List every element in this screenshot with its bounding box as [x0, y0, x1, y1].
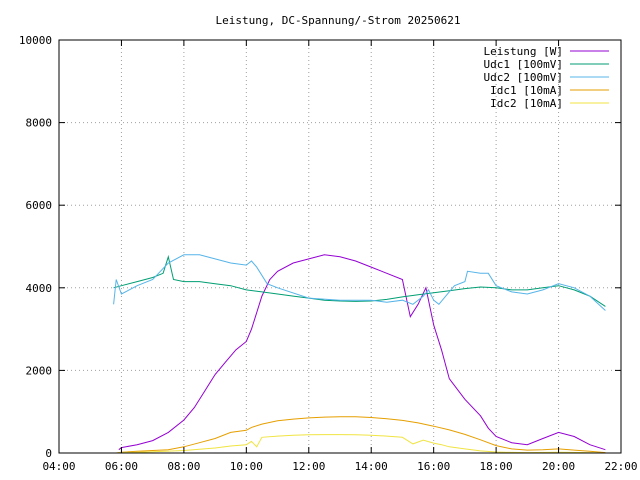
y-tick-label: 8000 — [26, 117, 53, 130]
x-tick-label: 16:00 — [417, 460, 450, 473]
legend-label: Leistung [W] — [484, 45, 563, 58]
x-tick-label: 10:00 — [230, 460, 263, 473]
plot-frame — [58, 39, 622, 454]
legend-label: Idc1 [10mA] — [490, 84, 563, 97]
series-line-4 — [116, 416, 606, 454]
legend-label: Udc2 [100mV] — [484, 71, 563, 84]
y-tick-label: 4000 — [26, 282, 53, 295]
x-tick-label: 12:00 — [292, 460, 325, 473]
plot-series — [113, 254, 606, 454]
y-tick-label: 2000 — [26, 364, 53, 377]
y-tick-label: 0 — [45, 447, 52, 460]
legend: Leistung [W]Udc1 [100mV]Udc2 [100mV]Idc1… — [484, 45, 609, 110]
y-tick-label: 10000 — [19, 34, 52, 47]
x-tick-label: 22:00 — [604, 460, 637, 473]
x-tick-label: 18:00 — [480, 460, 513, 473]
x-tick-label: 20:00 — [542, 460, 575, 473]
x-tick-label: 04:00 — [42, 460, 75, 473]
legend-label: Udc1 [100mV] — [484, 58, 563, 71]
x-tick-label: 08:00 — [167, 460, 200, 473]
legend-label: Idc2 [10mA] — [490, 97, 563, 110]
series-line-2 — [113, 254, 606, 307]
chart-title: Leistung, DC-Spannung/-Strom 20250621 — [215, 14, 460, 27]
y-tick-label: 6000 — [26, 199, 53, 212]
series-line-1 — [118, 254, 606, 451]
x-tick-label: 14:00 — [355, 460, 388, 473]
series-line-3 — [113, 254, 606, 311]
grid — [59, 40, 621, 453]
series-line-5 — [116, 434, 606, 454]
axes: 04:00 06:00 08:00 10:00 12:00 14:00 16:00 18:00… — [19, 34, 638, 473]
x-tick-label: 06:00 — [105, 460, 138, 473]
